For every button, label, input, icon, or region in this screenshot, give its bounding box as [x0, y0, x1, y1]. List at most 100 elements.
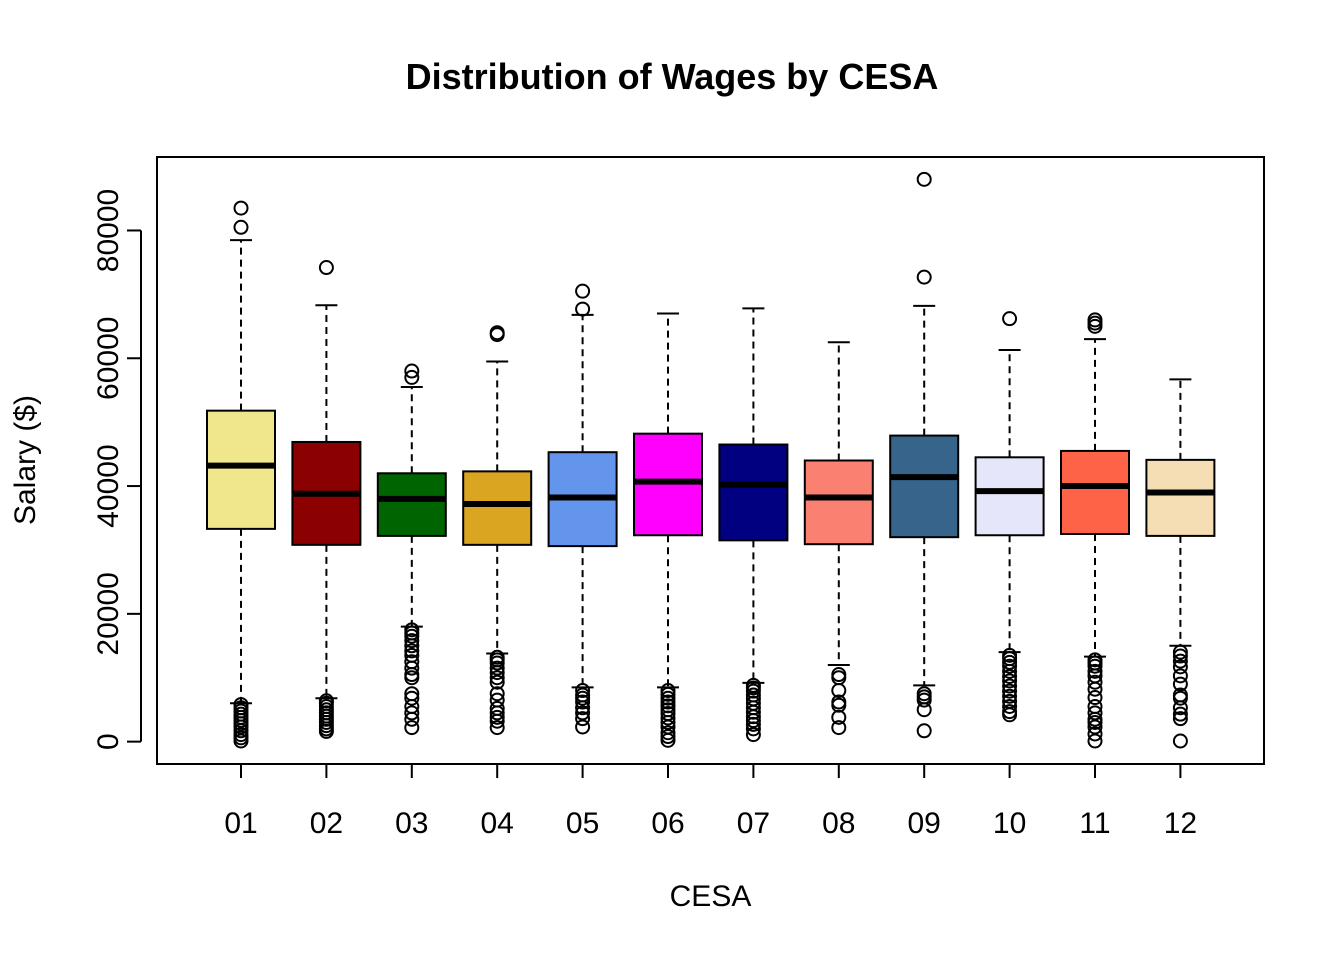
outlier-point — [404, 705, 420, 721]
outlier-point — [1087, 733, 1103, 749]
outlier-point — [489, 655, 505, 671]
outlier-point — [745, 716, 761, 732]
outlier-point — [404, 660, 420, 676]
outlier-point — [916, 269, 932, 285]
outlier-point — [575, 690, 591, 706]
outlier-point — [1172, 653, 1188, 669]
outlier-point — [1172, 711, 1188, 727]
iqr-box — [974, 456, 1045, 537]
x-axis-label: CESA — [669, 880, 752, 913]
outlier-point — [318, 260, 334, 276]
iqr-box — [206, 409, 276, 530]
outlier-point — [489, 720, 505, 736]
x-tick-label: 09 — [908, 807, 941, 840]
outlier-point — [233, 219, 249, 235]
outlier-point — [1002, 668, 1018, 684]
outlier-point — [489, 713, 505, 729]
x-tick-label: 02 — [310, 807, 343, 840]
outlier-point — [233, 719, 249, 735]
outlier-point — [1087, 719, 1103, 735]
outlier-point — [1087, 658, 1103, 674]
outlier-point — [1087, 674, 1103, 690]
y-tick-label: 20000 — [92, 572, 125, 655]
outlier-point — [575, 283, 591, 299]
outlier-point — [1172, 690, 1188, 706]
outlier-point — [489, 709, 505, 725]
outlier-point — [404, 633, 420, 649]
outlier-point — [1002, 311, 1018, 327]
outlier-point — [404, 643, 420, 659]
outlier-point — [745, 713, 761, 729]
outlier-point — [489, 670, 505, 686]
outlier-point — [831, 720, 847, 736]
box-04 — [462, 325, 533, 736]
box-01 — [206, 200, 276, 749]
outlier-point — [1172, 676, 1188, 692]
outlier-point — [745, 721, 761, 737]
outlier-point — [1002, 698, 1018, 714]
outlier-point — [575, 719, 591, 735]
y-tick-label: 60000 — [92, 317, 125, 400]
box-12 — [1145, 378, 1216, 749]
outlier-point — [1087, 690, 1103, 706]
outlier-point — [1087, 705, 1103, 721]
outlier-point — [575, 694, 591, 710]
outlier-point — [1172, 668, 1188, 684]
outlier-point — [489, 674, 505, 690]
outlier-point — [318, 723, 334, 739]
outlier-point — [1172, 706, 1188, 722]
outlier-point — [575, 683, 591, 699]
outlier-point — [660, 683, 676, 699]
iqr-box — [889, 434, 960, 539]
outlier-point — [575, 711, 591, 727]
outlier-point — [660, 686, 676, 702]
outlier-point — [1002, 678, 1018, 694]
iqr-box — [376, 472, 447, 537]
outlier-point — [1087, 318, 1103, 334]
outlier-point — [1172, 659, 1188, 675]
box-08 — [803, 341, 874, 736]
chart-title: Distribution of Wages by CESA — [405, 56, 939, 97]
outlier-point — [404, 711, 420, 727]
outlier-point — [575, 700, 591, 716]
x-tick-label: 03 — [395, 807, 428, 840]
iqr-box — [803, 459, 874, 546]
outlier-point — [1087, 663, 1103, 679]
outlier-point — [233, 200, 249, 216]
outlier-point — [1087, 714, 1103, 730]
outlier-point — [745, 727, 761, 743]
outlier-point — [1172, 644, 1188, 660]
outlier-point — [916, 723, 932, 739]
outlier-point — [489, 660, 505, 676]
outlier-point — [831, 709, 847, 725]
outlier-point — [404, 638, 420, 654]
x-tick-label: 11 — [1079, 807, 1110, 840]
outlier-point — [660, 729, 676, 745]
outlier-point — [1002, 673, 1018, 689]
box-05 — [547, 283, 618, 735]
outlier-point — [660, 710, 676, 726]
x-tick-label: 01 — [224, 807, 257, 840]
outlier-point — [660, 714, 676, 730]
y-tick-label: 40000 — [92, 444, 125, 527]
box-09 — [889, 171, 960, 739]
outlier-point — [404, 628, 420, 644]
outlier-point — [1087, 726, 1103, 742]
outlier-point — [1002, 688, 1018, 704]
box-06 — [633, 312, 703, 748]
x-tick-label: 07 — [737, 807, 770, 840]
iqr-box — [718, 443, 789, 542]
x-tick-label: 05 — [566, 807, 599, 840]
outlier-point — [575, 301, 591, 317]
outlier-point — [489, 665, 505, 681]
outlier-point — [233, 733, 249, 749]
outlier-point — [1172, 648, 1188, 664]
iqr-box — [1145, 458, 1216, 537]
outlier-point — [1002, 658, 1018, 674]
box-02 — [291, 260, 362, 739]
outlier-point — [404, 363, 420, 379]
outlier-point — [489, 327, 505, 343]
outlier-point — [831, 683, 847, 699]
y-tick-label: 0 — [92, 733, 125, 750]
